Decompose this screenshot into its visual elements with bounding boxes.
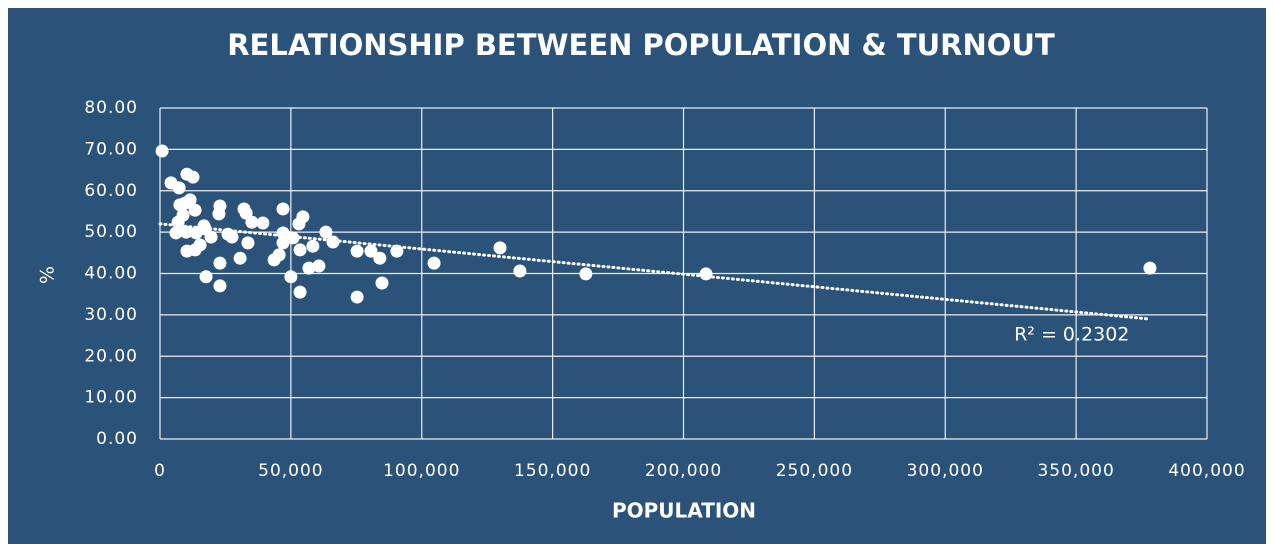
data-point [293,285,307,299]
x-tick-label: 100,000 [383,461,460,481]
data-point [493,241,507,255]
y-tick-label: 30.00 [84,305,138,325]
y-tick-label: 0.00 [96,429,138,449]
data-point [513,264,527,278]
data-point [179,225,193,239]
data-point [155,144,169,158]
data-point [199,270,213,284]
data-point [284,270,298,284]
data-point [699,267,713,281]
trendline [158,222,1151,321]
data-point [390,244,404,258]
data-point [312,259,326,273]
data-point [579,267,593,281]
data-point [302,261,316,275]
y-tick-label: 80.00 [84,98,138,118]
x-tick-label: 250,000 [776,461,853,481]
data-point [427,256,441,270]
data-point [276,236,290,250]
data-point [212,207,226,221]
data-point [326,235,340,249]
data-point [373,251,387,265]
data-point [188,203,202,217]
x-tick-label: 150,000 [514,461,591,481]
y-tick-label: 70.00 [84,139,138,159]
y-tick-label: 40.00 [84,264,138,284]
y-tick-label: 10.00 [84,388,138,408]
y-axis-title: % [37,266,59,284]
data-point [213,256,227,270]
data-point [188,243,202,257]
data-point [375,276,389,290]
y-tick-label: 50.00 [84,222,138,242]
y-tick-label: 60.00 [84,181,138,201]
data-point [350,244,364,258]
data-point [172,181,186,195]
x-tick-label: 0 [154,461,166,481]
data-point [350,290,364,304]
data-point [256,216,270,230]
x-tick-label: 400,000 [1168,461,1245,481]
data-point [233,251,247,265]
data-point [296,210,310,224]
data-point [276,202,290,216]
chart-background [8,8,1266,544]
trendline-annotation: R² = 0.2302 [1014,324,1129,346]
data-point [171,215,185,229]
data-point [213,279,227,293]
x-axis-title: POPULATION [612,499,756,523]
data-point [1143,261,1157,275]
data-point [197,219,211,233]
data-point [286,231,300,245]
data-point [272,248,286,262]
data-point [204,230,218,244]
data-point [364,244,378,258]
data-point [319,225,333,239]
x-tick-label: 50,000 [258,461,323,481]
data-point [183,193,197,207]
data-point [225,230,239,244]
data-point [245,215,259,229]
x-tick-label: 300,000 [907,461,984,481]
data-point [169,226,183,240]
data-point [306,239,320,253]
x-tick-label: 350,000 [1037,461,1114,481]
data-point [293,243,307,257]
x-tick-label: 200,000 [645,461,722,481]
y-tick-label: 20.00 [84,346,138,366]
data-point [241,236,255,250]
data-point [186,170,200,184]
chart-title: RELATIONSHIP BETWEEN POPULATION & TURNOU… [227,28,1055,62]
